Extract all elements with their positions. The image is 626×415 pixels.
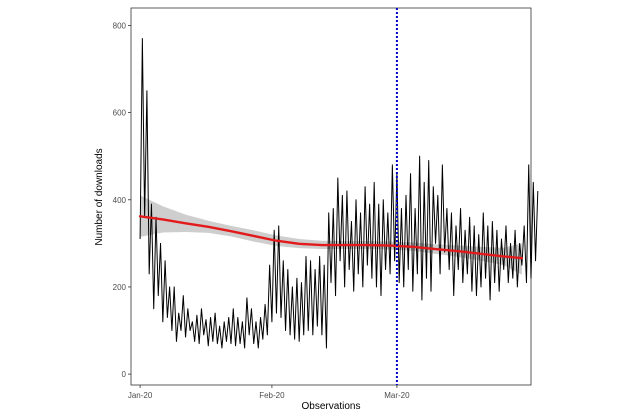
y-tick-label: 200: [113, 283, 127, 292]
y-tick-label: 0: [122, 370, 127, 379]
y-axis-title: Number of downloads: [94, 148, 105, 245]
trend-layer: [138, 215, 524, 260]
y-axis: 0 200 400 600 800: [113, 21, 131, 379]
x-axis: Jan-20 Feb-20 Mar-20: [128, 385, 410, 400]
x-tick-label: Feb-20: [259, 391, 285, 400]
downloads-series-line: [139, 38, 539, 349]
series-layer: [139, 38, 539, 349]
x-tick-label: Mar-20: [384, 391, 410, 400]
y-tick-label: 800: [113, 21, 127, 30]
y-tick-label: 600: [113, 109, 127, 118]
x-axis-title: Observations: [302, 401, 361, 412]
trend-line: [138, 215, 524, 260]
x-tick-label: Jan-20: [128, 391, 153, 400]
y-tick-label: 400: [113, 196, 127, 205]
